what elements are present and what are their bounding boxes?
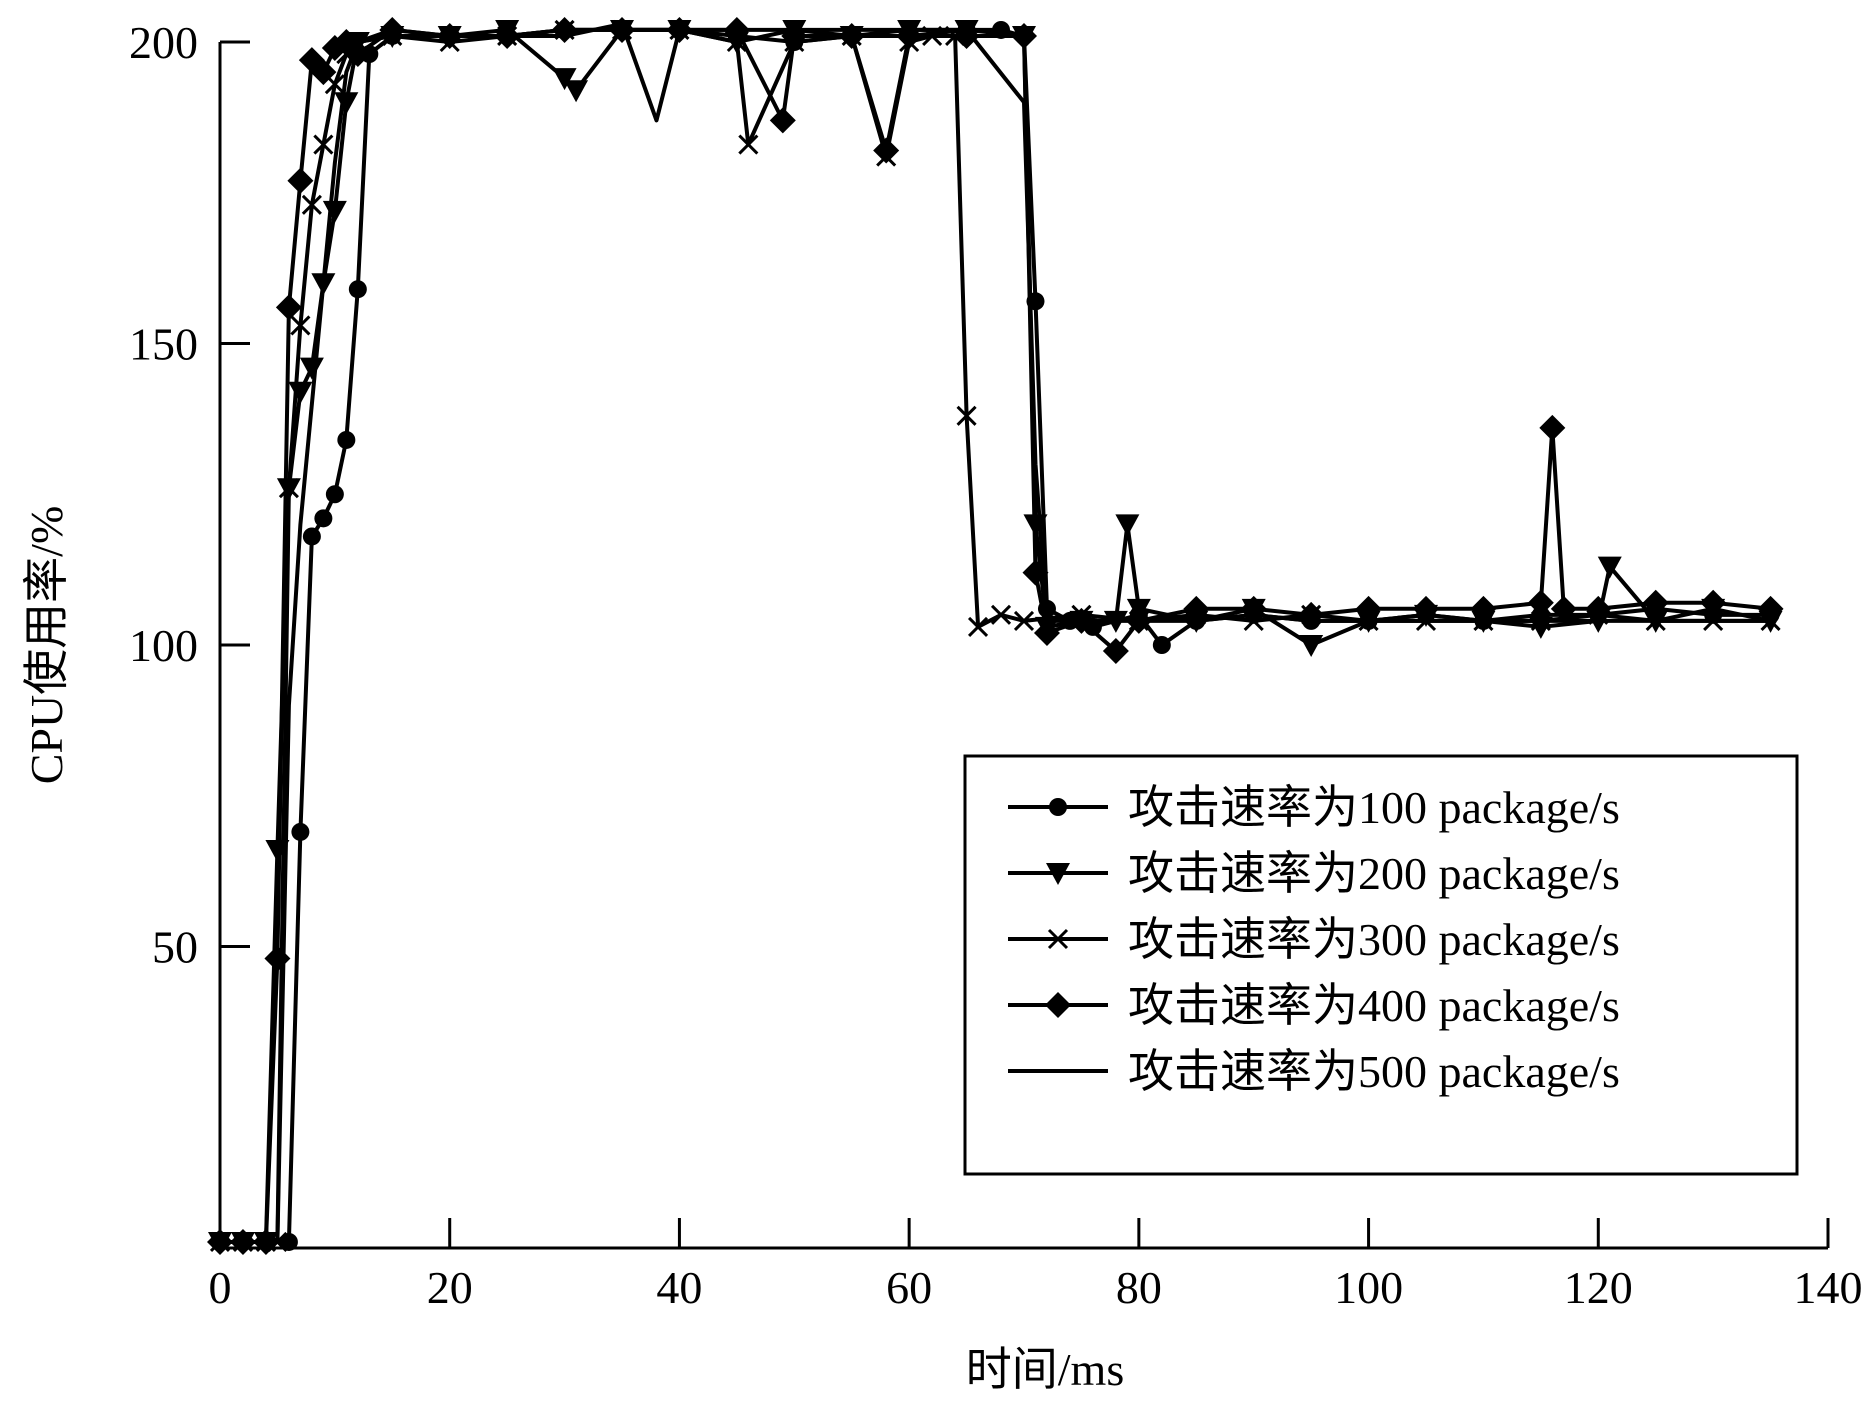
data-point	[325, 485, 344, 504]
x-tick-label: 140	[1794, 1262, 1863, 1313]
legend-entry: 攻击速率为500 package/s	[1008, 1046, 1620, 1097]
data-point	[1700, 589, 1727, 616]
y-tick-label: 200	[129, 17, 198, 68]
x-tick-label: 60	[886, 1262, 932, 1313]
data-point	[313, 134, 334, 155]
data-point	[1470, 595, 1497, 622]
data-point	[1102, 638, 1129, 665]
legend: 攻击速率为100 package/s 攻击速率为200 package/s 攻击速率…	[963, 754, 1799, 1176]
legend-entry: 攻击速率为300 package/s	[1008, 914, 1620, 965]
data-point	[291, 822, 310, 841]
data-point	[1152, 636, 1171, 654]
data-point	[275, 294, 302, 321]
data-point	[769, 107, 796, 134]
data-point	[1355, 595, 1382, 622]
legend-marker	[1047, 928, 1069, 950]
x-tick-label: 100	[1334, 1262, 1403, 1313]
legend-marker	[1046, 863, 1070, 885]
data-point	[564, 80, 589, 103]
data-point	[287, 167, 314, 194]
x-tick-label: 120	[1564, 1262, 1633, 1313]
data-point	[288, 381, 313, 404]
data-point	[838, 22, 865, 49]
data-point	[551, 16, 578, 43]
y-tick-label: 100	[129, 620, 198, 671]
data-point	[1597, 556, 1622, 579]
data-point	[738, 134, 759, 155]
legend-label: 攻击速率为500 package/s	[1128, 1046, 1620, 1097]
data-point	[1011, 22, 1037, 49]
data-point	[301, 194, 322, 215]
data-point	[1413, 595, 1439, 622]
data-point	[896, 22, 923, 49]
data-point	[967, 616, 989, 637]
x-tick-label: 0	[209, 1262, 232, 1313]
x-tick-label: 80	[1116, 1262, 1162, 1313]
data-point	[956, 405, 977, 426]
y-ticks: 50 100 150 200	[129, 17, 250, 973]
data-point	[1585, 595, 1612, 622]
data-point	[279, 1232, 298, 1251]
data-point	[278, 478, 299, 499]
data-point	[302, 527, 321, 546]
data-point	[290, 315, 311, 336]
y-axis-label: CPU使用率/%	[21, 506, 72, 785]
data-point	[1183, 595, 1210, 622]
x-ticks: 0 20 40 60 80 100 120 140	[209, 1218, 1863, 1313]
data-point	[337, 430, 356, 449]
x-axis-label: 时间/ms	[966, 1344, 1124, 1395]
data-point	[1033, 619, 1060, 646]
data-point	[873, 137, 900, 164]
data-point	[1550, 595, 1577, 622]
legend-label: 攻击速率为400 package/s	[1128, 980, 1620, 1031]
x-tick-label: 40	[656, 1262, 702, 1313]
series-5	[220, 21, 1771, 1244]
data-point	[264, 945, 291, 972]
data-point	[1299, 635, 1324, 657]
x-tick-label: 20	[427, 1262, 473, 1313]
legend-label: 攻击速率为100 package/s	[1128, 782, 1620, 833]
data-point	[1757, 595, 1784, 622]
data-point	[334, 92, 359, 115]
legend-label: 攻击速率为300 package/s	[1128, 914, 1620, 965]
data-point	[310, 59, 337, 86]
data-point	[1642, 589, 1669, 616]
data-point	[1527, 589, 1554, 616]
data-point	[953, 22, 980, 49]
legend-entry: 攻击速率为400 package/s	[1008, 980, 1620, 1031]
data-point	[1539, 414, 1566, 441]
data-point	[322, 200, 347, 223]
y-tick-label: 50	[152, 922, 198, 973]
legend-entry: 攻击速率为200 package/s	[1008, 848, 1620, 899]
legend-marker	[1049, 798, 1067, 816]
data-point	[1298, 601, 1325, 628]
legend-box	[963, 754, 1799, 1176]
legend-marker	[1045, 992, 1071, 1018]
data-point	[299, 357, 324, 380]
data-point	[781, 22, 808, 49]
series-line	[220, 21, 1771, 1244]
y-tick-label: 150	[129, 319, 198, 370]
data-point	[1115, 514, 1140, 537]
data-point	[348, 280, 367, 299]
data-point	[1013, 610, 1035, 631]
plot-area	[207, 16, 1784, 1255]
data-point	[990, 604, 1012, 625]
data-point	[314, 509, 333, 528]
legend-entry: 攻击速率为100 package/s	[1008, 782, 1620, 833]
legend-label: 攻击速率为200 package/s	[1128, 848, 1620, 899]
data-point	[552, 68, 577, 91]
